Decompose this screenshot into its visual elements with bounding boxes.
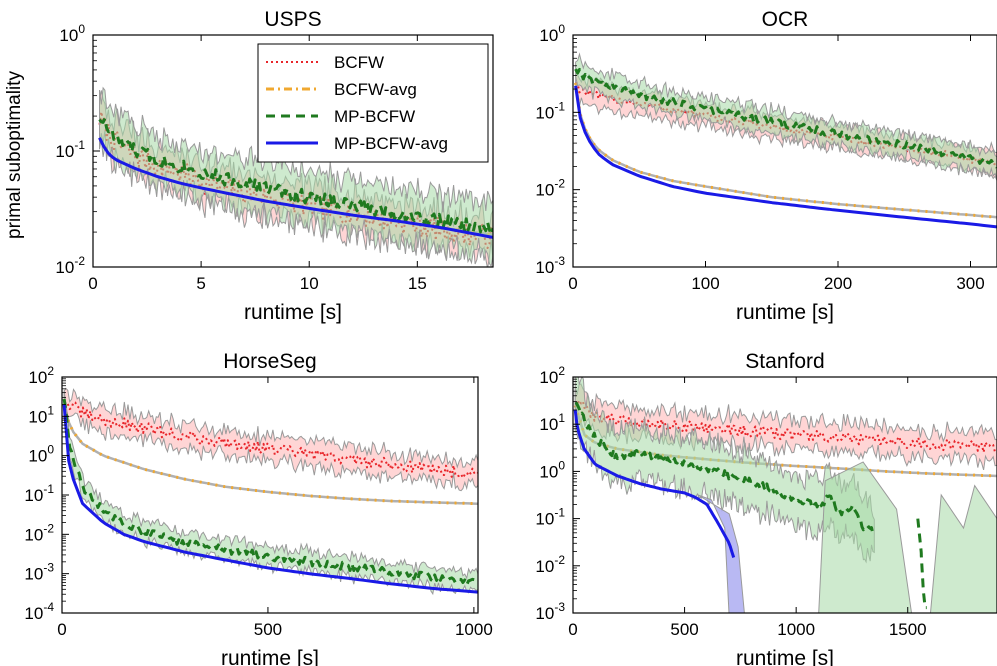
- y-tick-label: 100: [539, 22, 565, 45]
- y-tick-label: 10-2: [535, 177, 565, 200]
- legend-label-mp-bcfw-avg: MP-BCFW-avg: [334, 134, 448, 153]
- y-tick-label: 10-1: [535, 506, 565, 529]
- series-line-mp-bcfw: [98, 116, 493, 237]
- series-line-mp-bcfw-avg: [573, 409, 736, 558]
- confidence-band-mp-bcfw: [63, 390, 478, 596]
- y-tick-label: 10-1: [24, 482, 54, 505]
- confidence-band-mp-bcfw-tail: [818, 461, 997, 613]
- y-tick-label: 102: [539, 364, 565, 387]
- y-tick-label: 100: [28, 443, 54, 466]
- series-line-mp-bcfw: [574, 401, 876, 537]
- panel-title: USPS: [264, 8, 321, 31]
- plot-area: [574, 52, 997, 229]
- y-tick-label: 101: [539, 411, 565, 434]
- y-tick-label: 10-2: [24, 521, 54, 544]
- x-axis-label: runtime [s]: [221, 647, 319, 666]
- x-tick-label: 500: [254, 620, 282, 639]
- legend-label-bcfw: BCFW: [334, 53, 384, 72]
- plot-area: [98, 86, 493, 267]
- confidence-band-bcfw: [63, 387, 478, 492]
- series-line-bcfw-avg: [62, 404, 478, 506]
- confidence-band-mp-bcfw-avg: [697, 494, 745, 613]
- series-line-mp-bcfw-avg: [98, 137, 493, 239]
- series-line-mp-bcfw: [574, 68, 997, 169]
- y-tick-label: 100: [539, 458, 565, 481]
- series-line-mp-bcfw-avg: [574, 85, 997, 229]
- x-tick-label: 1000: [777, 620, 815, 639]
- y-tick-label: 10-3: [24, 561, 54, 584]
- x-tick-label: 1500: [889, 620, 927, 639]
- plot-area: [573, 377, 997, 613]
- panel-horseseg: 0 500 1000 10-4 10-3 10-2 10-1 100 101 102 HorseSe…: [24, 350, 492, 666]
- confidence-band-mp-bcfw: [575, 52, 997, 179]
- y-tick-label: 10-4: [24, 600, 54, 623]
- panel-title: OCR: [762, 8, 809, 31]
- x-tick-label: 5: [196, 274, 205, 293]
- x-tick-label: 200: [824, 274, 852, 293]
- x-tick-label: 10: [300, 274, 319, 293]
- legend-label-bcfw-avg: BCFW-avg: [334, 80, 417, 99]
- series-line-mp-bcfw-avg: [62, 404, 478, 594]
- series-line-bcfw-avg: [574, 82, 997, 219]
- y-tick-label: 10-1: [535, 99, 565, 122]
- legend-label-mp-bcfw: MP-BCFW: [334, 107, 415, 126]
- panel-title: HorseSeg: [223, 350, 316, 373]
- x-tick-label: 0: [88, 274, 97, 293]
- y-tick-label: 101: [28, 403, 54, 426]
- x-tick-label: 100: [691, 274, 719, 293]
- x-tick-label: 0: [568, 620, 577, 639]
- plot-frame: [572, 34, 997, 268]
- series-line-bcfw-avg: [573, 404, 997, 478]
- x-tick-label: 15: [408, 274, 427, 293]
- x-tick-label: 0: [568, 274, 577, 293]
- plot-area: [62, 387, 478, 596]
- plot-frame: [572, 376, 997, 614]
- x-tick-label: 0: [57, 620, 66, 639]
- y-tick-label: 100: [59, 22, 85, 45]
- series-line-mp-bcfw: [62, 398, 478, 587]
- x-axis-label: runtime [s]: [736, 647, 834, 666]
- panel-stanford: 0 500 1000 1500 10-3 10-2 10-1 100 101 102 Stanfor…: [535, 350, 997, 666]
- y-tick-label: 10-3: [535, 600, 565, 623]
- y-axis-label: primal suboptimality: [4, 71, 25, 239]
- y-tick-label: 10-1: [55, 138, 85, 161]
- x-tick-label: 1000: [455, 620, 493, 639]
- y-tick-label: 10-2: [535, 553, 565, 576]
- x-tick-label: 500: [670, 620, 698, 639]
- y-tick-label: 10-2: [55, 254, 85, 277]
- legend: BCFW BCFW-avg MP-BCFW MP-BCFW-avg: [257, 43, 489, 163]
- panel-ocr: 0 100 200 300 10-3 10-2 10-1 100 OCR runtime [s]: [535, 8, 997, 324]
- x-axis-label: runtime [s]: [244, 301, 342, 324]
- x-axis-label: runtime [s]: [736, 301, 834, 324]
- panel-title: Stanford: [745, 350, 824, 373]
- x-tick-label: 300: [956, 274, 984, 293]
- y-tick-label: 10-3: [535, 254, 565, 277]
- series-line-mp-bcfw: [916, 518, 929, 610]
- y-tick-label: 102: [28, 364, 54, 387]
